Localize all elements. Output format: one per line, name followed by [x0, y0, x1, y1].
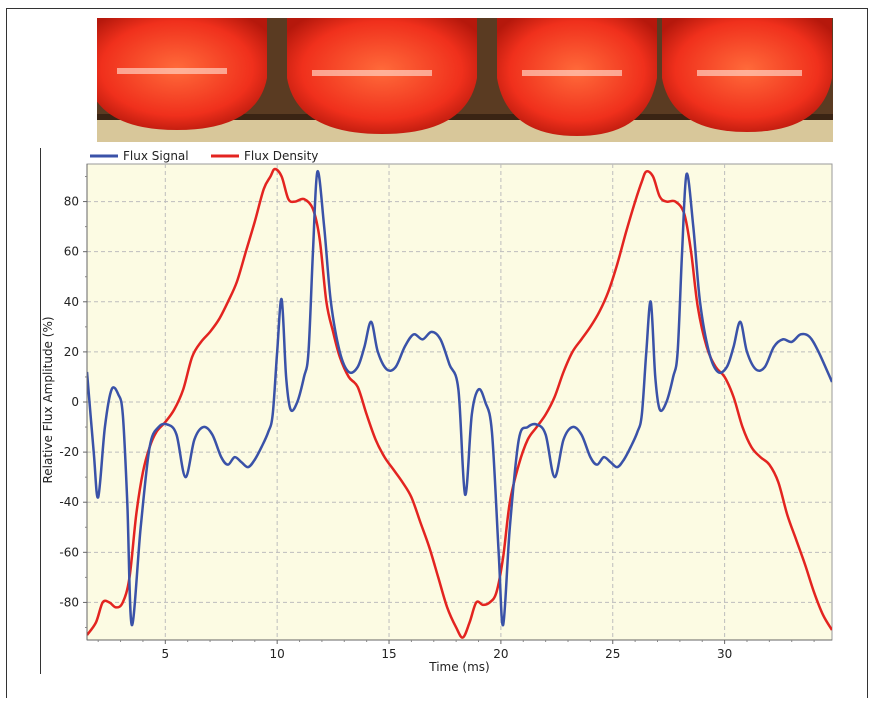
frame-left-line: [6, 8, 7, 698]
y-tick-label: 20: [64, 345, 79, 359]
x-tick-label: 25: [605, 647, 620, 661]
legend: Flux Signal Flux Density: [90, 149, 318, 163]
y-tick-label: 60: [64, 245, 79, 259]
red-coin-rolls-photo: [97, 18, 833, 142]
chart-left-line: [40, 148, 41, 674]
y-tick-label: 80: [64, 195, 79, 209]
y-tick-label: -80: [59, 595, 79, 609]
axes-group: 5 10 15 20 25 30 -80 -60 -40 -20 0 20 40 60 80: [59, 164, 832, 661]
flux-density-series-line: [87, 167, 832, 639]
x-tick-label: 15: [381, 647, 396, 661]
frame-top-line: [6, 8, 868, 9]
y-tick-label: -20: [59, 445, 79, 459]
legend-label-flux-signal: Flux Signal: [123, 149, 189, 163]
x-tick-label: 30: [717, 647, 732, 661]
y-tick-label: 40: [64, 295, 79, 309]
y-axis-label: Relative Flux Amplitude (%): [41, 316, 55, 483]
series-group: [87, 167, 832, 639]
x-tick-label: 5: [161, 647, 169, 661]
x-tick-label: 20: [493, 647, 508, 661]
x-axis-label: Time (ms): [428, 660, 490, 674]
frame-right-line: [867, 8, 868, 698]
flux-signal-series-line: [87, 170, 832, 627]
y-tick-label: -40: [59, 495, 79, 509]
legend-label-flux-density: Flux Density: [244, 149, 318, 163]
x-tick-label: 10: [270, 647, 285, 661]
y-tick-label: -60: [59, 545, 79, 559]
y-tick-label: 0: [71, 395, 79, 409]
